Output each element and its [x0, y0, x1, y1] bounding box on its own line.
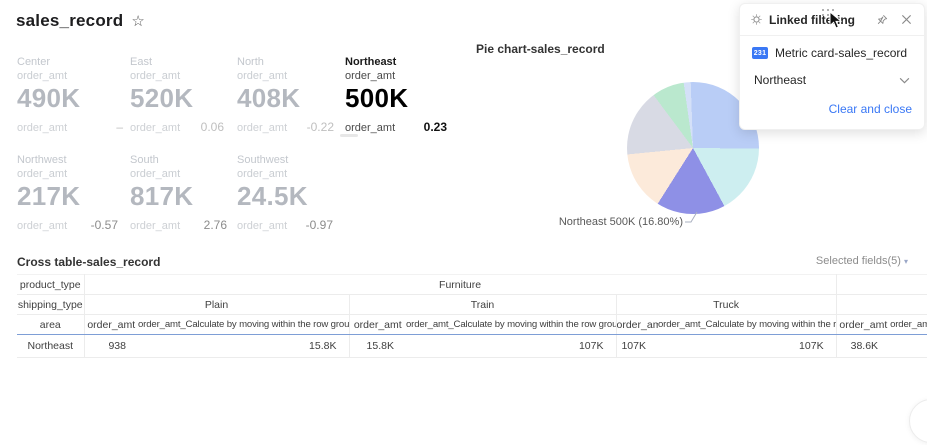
kpi-value: 520K [130, 83, 194, 113]
close-icon[interactable] [898, 12, 914, 28]
kpi-field: order_amt [130, 168, 181, 180]
shipping-group-plain: Plain [84, 294, 350, 315]
cell-value[interactable]: 38.6K [836, 334, 891, 358]
kpi-comp-value: -0.22 [306, 120, 334, 134]
dim-header-area: area [17, 314, 85, 335]
pie-chart-title: Pie chart-sales_record [476, 42, 605, 56]
shipping-group-train: Train [349, 294, 617, 315]
metric-card-east[interactable]: East order_amt 520K order_amt 0.06 [130, 55, 224, 134]
shipping-group-truck: Truck [616, 294, 837, 315]
dim-header-product-type: product_type [17, 274, 85, 295]
metric-card-type-icon: 231 [752, 47, 768, 59]
metric-card-north[interactable]: North order_amt 408K order_amt -0.22 [237, 55, 334, 134]
cell-value[interactable]: 15.8K [138, 334, 350, 358]
cell-value[interactable]: 107K [406, 334, 617, 358]
kpi-region: Southwest [237, 154, 289, 166]
kpi-comp-value: 0.23 [423, 120, 447, 134]
kpi-scrollbar-thumb[interactable] [340, 134, 358, 137]
popup-source-row: 231 Metric card-sales_record [752, 46, 912, 60]
pie-annotation-connector [685, 211, 698, 223]
kpi-comp-label: order_amt [17, 122, 68, 134]
metric-card-northeast[interactable]: Northeast order_amt 500K order_amt 0.23 [345, 55, 447, 134]
cross-table-title: Cross table-sales_record [17, 255, 161, 269]
floating-button[interactable] [909, 399, 927, 443]
filter-value-select[interactable]: Northeast [752, 73, 912, 87]
cell-value[interactable]: 107K [616, 334, 658, 358]
kpi-comp-label: order_amt [130, 122, 181, 134]
col-header-order-amt: order_amt [349, 314, 406, 335]
kpi-region: East [130, 56, 153, 68]
kpi-comp-value: – [116, 120, 123, 134]
kpi-comp-value: 2.76 [203, 218, 227, 232]
pie-slice-annotation: Northeast 500K (16.80%) [558, 216, 683, 228]
kpi-field: order_amt [130, 70, 181, 82]
pin-icon[interactable] [874, 12, 890, 28]
kpi-comp-label: order_amt [17, 220, 68, 232]
metric-card-south[interactable]: South order_amt 817K order_amt 2.76 [130, 153, 227, 232]
cell-value[interactable]: 938 [84, 334, 138, 358]
page-header: sales_record ☆ [16, 11, 145, 31]
kpi-field: order_amt [237, 168, 288, 180]
col-header-calc: order_amt_Calculate by moving within the… [658, 314, 837, 335]
linked-filtering-popup: Linked filtering 231 Metric card-sales_r… [739, 3, 925, 130]
metric-card-southwest[interactable]: Southwest order_amt 24.5K order_amt -0.97 [237, 153, 333, 232]
kpi-value: 490K [17, 83, 81, 113]
linkage-icon [751, 14, 762, 25]
kpi-region: North [237, 56, 264, 68]
mouse-cursor [829, 11, 843, 29]
kpi-comp-value: -0.97 [305, 218, 333, 232]
kpi-value: 24.5K [237, 181, 308, 211]
kpi-comp-label: order_amt [130, 220, 181, 232]
product-group-furniture: Furniture [84, 274, 837, 295]
kpi-field: order_amt [17, 168, 68, 180]
shipping-group-next [836, 294, 927, 315]
col-header-order-amt: order_amt [836, 314, 891, 335]
caret-down-icon: ▾ [903, 257, 908, 266]
kpi-comp-label: order_amt [345, 122, 396, 134]
pie-chart[interactable] [627, 82, 759, 214]
metric-card-center[interactable]: Center order_amt 490K order_amt – [17, 55, 123, 134]
cell-value[interactable] [890, 334, 927, 358]
kpi-comp-value: 0.06 [200, 120, 224, 134]
selected-fields-dropdown[interactable]: Selected fields(5) ▾ [816, 255, 908, 267]
product-group-next [836, 274, 927, 295]
kpi-field: order_amt [237, 70, 288, 82]
cell-value[interactable]: 15.8K [349, 334, 406, 358]
kpi-comp-value: -0.57 [90, 218, 118, 232]
col-header-calc: order_amt_Calculate by moving within the… [138, 314, 350, 335]
col-header-order-amt: order_amt [84, 314, 138, 335]
col-header-calc: order_amt_Calculate by moving within the… [890, 314, 927, 335]
kpi-region: Northeast [345, 56, 397, 68]
chevron-down-icon [899, 77, 910, 83]
kpi-field: order_amt [17, 70, 68, 82]
page-title: sales_record [16, 11, 124, 30]
filter-value: Northeast [754, 73, 807, 87]
metric-card-northwest[interactable]: Northwest order_amt 217K order_amt -0.57 [17, 153, 118, 232]
kpi-value: 500K [345, 83, 409, 113]
kpi-field: order_amt [345, 70, 396, 82]
kpi-region: South [130, 154, 159, 166]
kpi-value: 408K [237, 83, 301, 113]
kpi-region: Center [17, 56, 51, 68]
kpi-value: 217K [17, 181, 81, 211]
row-label-northeast[interactable]: Northeast [17, 334, 85, 358]
kpi-value: 817K [130, 181, 194, 211]
table-row: Northeast 938 15.8K 15.8K 107K 107K 107K… [17, 334, 927, 358]
cross-table: product_type Furniture shipping_type Pla… [17, 274, 927, 358]
col-header-order-amt: order_amt [616, 314, 658, 335]
selected-fields-label: Selected fields(5) [815, 255, 901, 267]
popup-header: Linked filtering [740, 4, 924, 36]
popup-body: 231 Metric card-sales_record Northeast C… [740, 36, 924, 118]
kpi-comp-label: order_amt [237, 220, 288, 232]
dim-header-shipping-type: shipping_type [17, 294, 85, 315]
kpi-region: Northwest [17, 154, 67, 166]
kpi-comp-label: order_amt [237, 122, 288, 134]
cell-value[interactable]: 107K [658, 334, 837, 358]
clear-and-close-link[interactable]: Clear and close [828, 102, 912, 116]
popup-source-label: Metric card-sales_record [775, 46, 908, 60]
col-header-calc: order_amt_Calculate by moving within the… [406, 314, 617, 335]
favorite-star-icon[interactable]: ☆ [131, 12, 145, 30]
